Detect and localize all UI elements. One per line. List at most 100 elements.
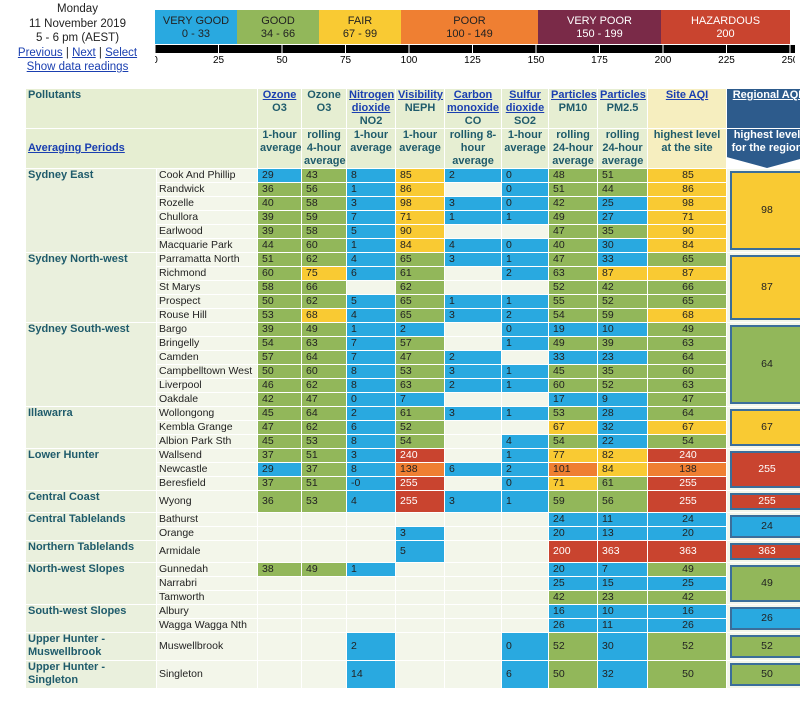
value-cell: 64 xyxy=(302,351,347,364)
value-cell: 50 xyxy=(648,661,727,688)
value-cell xyxy=(396,577,445,590)
value-cell: 51 xyxy=(598,169,648,182)
value-cell: 71 xyxy=(549,477,598,490)
value-cell: 45 xyxy=(549,365,598,378)
site-aqi-link[interactable]: Site AQI xyxy=(665,89,709,101)
value-cell: 51 xyxy=(258,253,302,266)
regional-aqi-value: 50 xyxy=(730,663,800,686)
site-name: Parramatta North xyxy=(157,253,258,266)
value-cell: 7 xyxy=(347,351,396,364)
regional-aqi-header: Regional AQI xyxy=(727,89,800,128)
next-link[interactable]: Next xyxy=(72,46,96,59)
value-cell xyxy=(396,605,445,618)
site-name: Wollongong xyxy=(157,407,258,420)
legend-item: FAIR 67 - 99 xyxy=(319,10,401,44)
value-cell: 57 xyxy=(396,337,445,350)
value-cell: 25 xyxy=(549,577,598,590)
site-row: Lower Hunter Wallsend 37 51 3 240 1 77 82 240 255 xyxy=(26,449,800,490)
value-cell: 71 xyxy=(648,211,727,224)
select-link[interactable]: Select xyxy=(105,46,138,59)
legend-label: GOOD xyxy=(261,15,295,27)
previous-link[interactable]: Previous xyxy=(17,46,63,59)
pollutant-name[interactable]: Ozone xyxy=(262,89,297,101)
legend-label: POOR xyxy=(453,15,486,27)
value-cell: 3 xyxy=(347,449,396,462)
value-cell: 2 xyxy=(445,351,502,364)
site-row: Richmond 60 75 6 61 2 63 87 87 xyxy=(26,267,800,280)
value-cell: 87 xyxy=(598,267,648,280)
pollutant-name[interactable]: Carbon monoxide xyxy=(447,89,499,114)
value-cell: 62 xyxy=(302,421,347,434)
value-cell: 3 xyxy=(445,365,502,378)
value-cell xyxy=(396,591,445,604)
pollutants-label: Pollutants xyxy=(26,89,258,128)
site-name: Orange xyxy=(157,527,258,540)
pollutant-name[interactable]: Nitrogen dioxide xyxy=(349,89,395,114)
separator: | xyxy=(65,46,69,59)
regional-aqi-link[interactable]: Regional AQI xyxy=(732,89,800,101)
value-cell xyxy=(445,225,502,238)
regional-aqi-cell: 52 xyxy=(727,633,800,660)
regional-aqi-cell: 50 xyxy=(727,661,800,688)
value-cell: 58 xyxy=(302,197,347,210)
legend-item: VERY POOR 150 - 199 xyxy=(538,10,661,44)
value-cell: 61 xyxy=(396,267,445,280)
show-readings-link[interactable]: Show data readings xyxy=(26,61,129,73)
value-cell xyxy=(445,633,502,660)
value-cell xyxy=(502,541,549,562)
column-header: Ozone O3 xyxy=(302,89,347,128)
column-header: Nitrogen dioxide NO2 xyxy=(347,89,396,128)
value-cell: 47 xyxy=(396,351,445,364)
value-cell: 63 xyxy=(549,267,598,280)
regional-aqi-cell: 255 xyxy=(727,449,800,490)
value-cell: 11 xyxy=(598,619,648,632)
value-cell xyxy=(302,619,347,632)
region-name: Northern Tablelands xyxy=(26,541,156,562)
value-cell xyxy=(502,281,549,294)
value-cell xyxy=(502,225,549,238)
pollutant-name[interactable]: Sulfur dioxide xyxy=(505,89,545,114)
value-cell: 138 xyxy=(396,463,445,476)
column-header: Visibility NEPH xyxy=(396,89,445,128)
value-cell: 363 xyxy=(648,541,727,562)
aqi-legend: VERY GOOD 0 - 33 GOOD 34 - 66 FAIR 67 - 99 POO… xyxy=(155,10,790,44)
pollutant-name[interactable]: Particles xyxy=(551,89,597,101)
value-cell: 85 xyxy=(396,169,445,182)
site-row: Chullora 39 59 7 71 1 1 49 27 71 xyxy=(26,211,800,224)
value-cell: 39 xyxy=(258,225,302,238)
periods-link[interactable]: Averaging Periods xyxy=(28,142,125,154)
averaging-period: 1-hour average xyxy=(258,129,302,168)
value-cell: 24 xyxy=(549,513,598,526)
regional-aqi-cell: 363 xyxy=(727,541,800,562)
value-cell: 67 xyxy=(549,421,598,434)
value-cell: 84 xyxy=(648,239,727,252)
value-cell xyxy=(302,513,347,526)
value-cell xyxy=(502,421,549,434)
value-cell: 54 xyxy=(648,435,727,448)
regional-aqi-cell: 255 xyxy=(727,491,800,512)
value-cell xyxy=(502,527,549,540)
region-name: South-west Slopes xyxy=(26,605,156,632)
value-cell: 1 xyxy=(502,407,549,420)
value-cell: 2 xyxy=(502,267,549,280)
pollutant-name[interactable]: Particles xyxy=(600,89,646,101)
date: 11 November 2019 xyxy=(29,17,126,30)
value-cell: 44 xyxy=(598,183,648,196)
site-name: Chullora xyxy=(157,211,258,224)
date-panel: Monday 11 November 2019 5 - 6 pm (AEST) … xyxy=(0,2,155,75)
value-cell: 56 xyxy=(598,491,648,512)
value-cell: 52 xyxy=(598,295,648,308)
value-cell: 4 xyxy=(347,309,396,322)
value-cell: 8 xyxy=(347,435,396,448)
value-cell: 65 xyxy=(648,253,727,266)
value-cell: 33 xyxy=(598,253,648,266)
value-cell: 86 xyxy=(396,183,445,196)
value-cell xyxy=(396,633,445,660)
value-cell: 5 xyxy=(347,295,396,308)
value-cell: 101 xyxy=(549,463,598,476)
pollutant-name[interactable]: Visibility xyxy=(398,89,444,101)
value-cell xyxy=(347,527,396,540)
site-row: Narrabri 25 15 25 xyxy=(26,577,800,590)
value-cell: 20 xyxy=(549,527,598,540)
